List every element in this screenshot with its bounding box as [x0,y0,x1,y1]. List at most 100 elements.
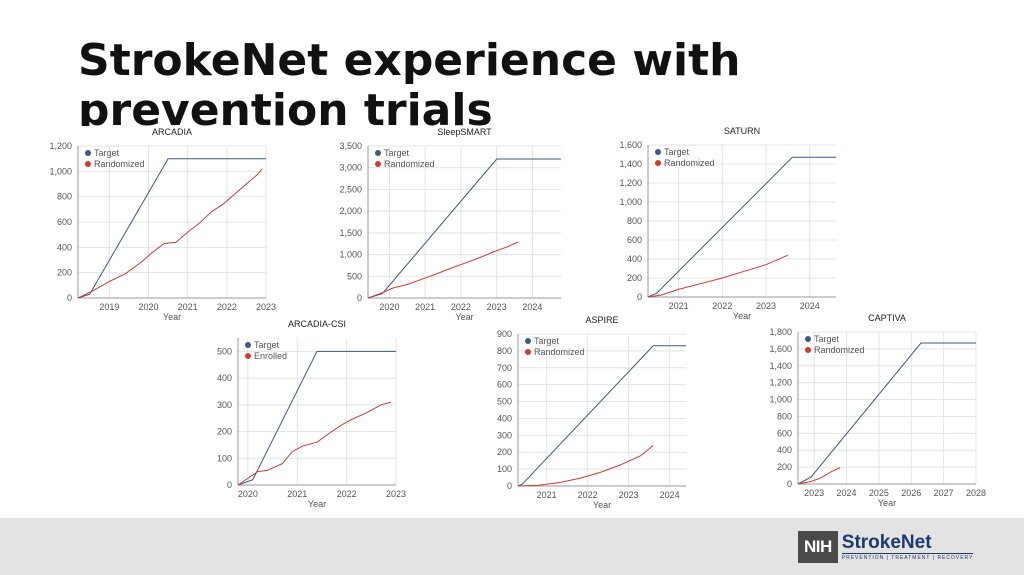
y-tick-label: 1,200 [619,178,642,188]
y-tick-label: 1,000 [619,197,642,207]
chart-title: SleepSMART [437,127,492,137]
y-tick-label: 0 [507,481,512,491]
x-tick-label: 2022 [578,490,598,500]
x-tick-label: 2023 [487,302,507,312]
x-tick-label: 2024 [837,488,857,498]
series-line-randomized [647,254,789,298]
y-tick-label: 600 [627,235,642,245]
y-tick-label: 1,500 [339,228,362,238]
y-tick-label: 600 [777,428,792,438]
x-tick-label: 2021 [178,302,198,312]
y-tick-label: 500 [217,346,232,356]
y-tick-label: 300 [217,400,232,410]
x-axis-label: Year [308,499,326,509]
y-tick-label: 1,200 [49,141,72,151]
legend-marker-randomized [85,161,91,167]
legend-marker-enrolled [245,353,251,359]
chart-saturn: SATURN 0 200 400 600 800 1,000 1,200 1,400 1,600 2… [619,126,836,321]
x-tick-label: 2019 [99,302,119,312]
y-tick-label: 800 [777,411,792,421]
y-tick-label: 0 [637,292,642,302]
y-tick-label: 1,800 [769,327,792,337]
series-line-enrolled [237,401,392,486]
legend-marker-target [85,150,91,156]
y-tick-label: 500 [347,271,362,281]
x-tick-label: 2023 [756,301,776,311]
series-line-randomized [77,168,263,299]
y-tick-label: 400 [57,242,72,252]
y-tick-label: 600 [57,217,72,227]
chart-title: SATURN [724,126,760,136]
y-tick-label: 200 [497,447,512,457]
series-line-randomized [367,241,519,299]
y-tick-label: 300 [497,430,512,440]
legend-label: Target [814,334,840,344]
x-tick-label: 2021 [537,490,557,500]
legend-label: Target [254,340,280,350]
chart-captiva: CAPTIVA 0 200 400 600 800 1,000 1,200 1,400 1,600… [769,313,986,508]
legend-marker-target [805,336,811,342]
y-tick-label: 100 [497,464,512,474]
x-tick-label: 2028 [966,488,986,498]
y-tick-label: 400 [627,254,642,264]
series-line-randomized [517,445,654,487]
y-tick-label: 1,400 [769,361,792,371]
y-tick-label: 0 [227,480,232,490]
chart-arcadia: ARCADIA 0 200 400 600 800 1,000 1,200 2019 2020 20… [49,127,276,322]
series-line-target [517,345,686,487]
y-tick-label: 700 [497,363,512,373]
y-tick-label: 800 [627,216,642,226]
chart-sleepsmart: SleepSMART 0 500 1,000 1,500 2,000 2,500 3,000 3… [339,127,561,322]
chart-title: ARCADIA [152,127,192,137]
x-tick-label: 2024 [660,490,680,500]
chart-arcadia-csi: ARCADIA-CSI 0 100 200 300 400 500 2020 2021 2022 2… [217,319,406,509]
legend-marker-randomized [375,161,381,167]
y-tick-label: 500 [497,397,512,407]
x-tick-label: 2022 [451,302,471,312]
x-axis-label: Year [455,312,473,322]
y-tick-label: 200 [777,462,792,472]
x-tick-label: 2022 [337,489,357,499]
y-tick-label: 1,600 [769,344,792,354]
y-tick-label: 100 [217,453,232,463]
legend-label: Randomized [814,345,865,355]
x-tick-label: 2025 [869,488,889,498]
series-line-target [77,158,266,299]
y-tick-label: 1,000 [49,166,72,176]
x-tick-label: 2026 [901,488,921,498]
x-tick-label: 2027 [934,488,954,498]
legend-marker-target [525,338,531,344]
legend-marker-randomized [525,349,531,355]
y-tick-label: 800 [497,346,512,356]
y-tick-label: 200 [627,273,642,283]
y-tick-label: 1,200 [769,378,792,388]
x-tick-label: 2020 [138,302,158,312]
legend-label: Randomized [384,159,435,169]
legend-label: Enrolled [254,351,287,361]
y-tick-label: 200 [57,268,72,278]
x-tick-label: 2024 [800,301,820,311]
logo-tagline: PREVENTION | TREATMENT | RECOVERY [841,553,974,561]
chart-title: ASPIRE [585,315,618,325]
legend-label: Target [534,336,560,346]
y-tick-label: 400 [217,373,232,383]
y-tick-label: 2,500 [339,184,362,194]
x-tick-label: 2023 [619,490,639,500]
x-tick-label: 2022 [217,302,237,312]
y-tick-label: 400 [497,413,512,423]
logo-text: StrokeNet PREVENTION | TREATMENT | RECOV… [838,531,974,563]
series-line-target [647,156,836,298]
x-tick-label: 2020 [379,302,399,312]
chart-aspire: ASPIRE 0 100 200 300 400 500 600 700 800 900 2021 20… [497,315,686,510]
slide-title: StrokeNet experience with prevention tri… [78,36,741,126]
x-tick-label: 2023 [256,302,276,312]
legend-marker-target [245,342,251,348]
y-tick-label: 1,600 [619,140,642,150]
logo-name: StrokeNet [841,532,932,553]
x-tick-label: 2021 [287,489,307,499]
y-tick-label: 900 [497,329,512,339]
legend-label: Randomized [534,347,585,357]
legend-label: Randomized [664,158,715,168]
series-line-target [797,342,976,485]
y-tick-label: 200 [217,427,232,437]
